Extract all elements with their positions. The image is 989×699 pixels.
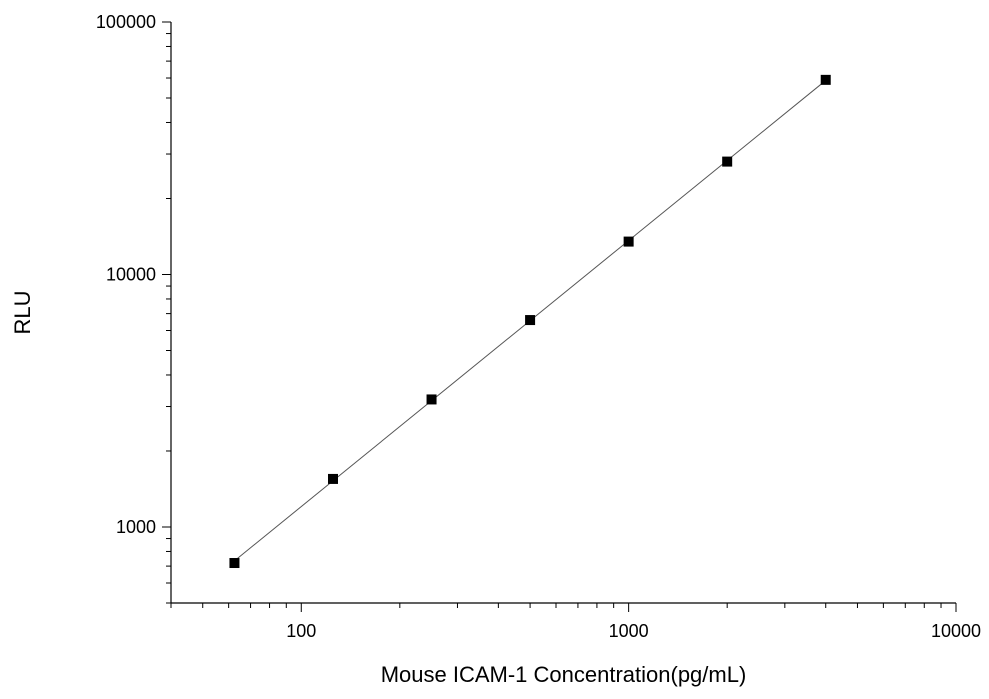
- data-point: [327, 473, 338, 484]
- minor-ticks: [162, 21, 957, 612]
- x-tick-label: 10000: [931, 621, 981, 641]
- y-axis-title: RLU: [10, 290, 35, 334]
- x-tick-label: 1000: [609, 621, 649, 641]
- y-tick-label: 100000: [96, 12, 156, 32]
- labels-layer: 100 1000 10000 1000 10000 100000: [96, 12, 981, 641]
- points-layer: [229, 74, 831, 569]
- data-point: [229, 558, 240, 569]
- data-point: [722, 156, 733, 167]
- y-tick-label: 1000: [116, 517, 156, 537]
- data-point: [426, 394, 437, 405]
- x-axis-title: Mouse ICAM-1 Concentration(pg/mL): [381, 662, 747, 687]
- x-tick-label: 100: [286, 621, 316, 641]
- data-point: [820, 74, 831, 85]
- data-point: [623, 236, 634, 247]
- y-tick-label: 10000: [106, 264, 156, 284]
- data-point: [525, 315, 536, 326]
- axes: [170, 22, 956, 604]
